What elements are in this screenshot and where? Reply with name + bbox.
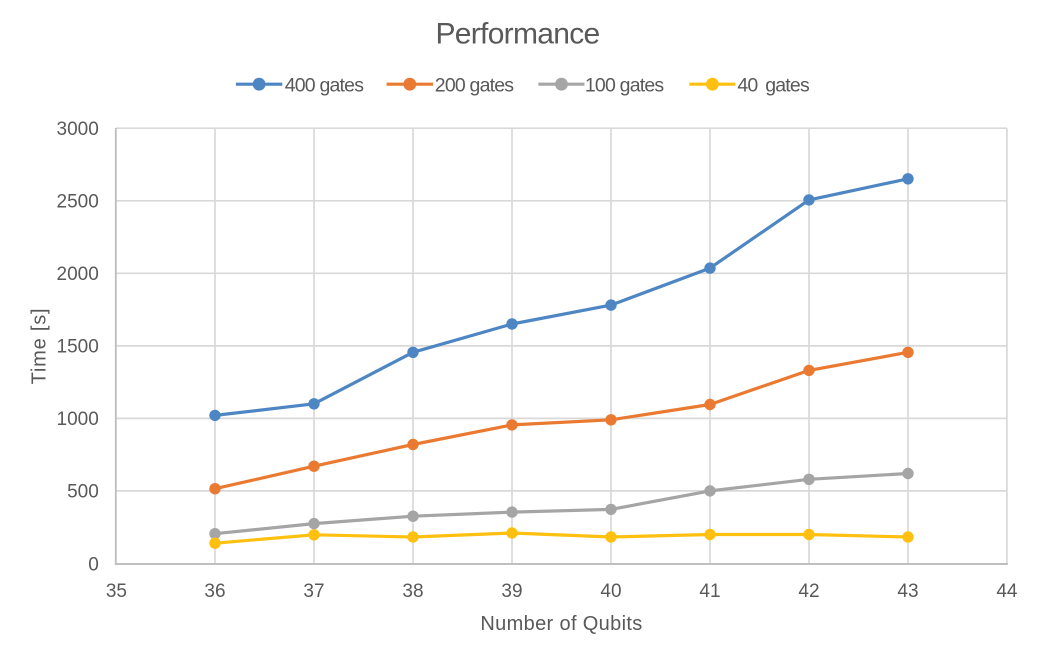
svg-text:Number of Qubits: Number of Qubits	[480, 613, 642, 635]
svg-text:3000: 3000	[57, 119, 99, 140]
svg-text:35: 35	[106, 581, 127, 602]
svg-text:Performance: Performance	[435, 18, 599, 51]
svg-text:40: 40	[600, 581, 621, 602]
svg-text:43: 43	[897, 581, 918, 602]
svg-text:2500: 2500	[57, 192, 99, 213]
svg-text:0: 0	[88, 554, 99, 575]
svg-text:2000: 2000	[57, 264, 99, 285]
svg-text:36: 36	[204, 581, 225, 602]
svg-text:39: 39	[501, 581, 522, 602]
svg-text:200 gates: 200 gates	[435, 74, 515, 96]
svg-text:100 gates: 100 gates	[585, 74, 665, 96]
svg-text:500: 500	[67, 482, 99, 503]
svg-text:37: 37	[303, 581, 324, 602]
svg-text:400 gates: 400 gates	[285, 74, 365, 96]
svg-text:40 gates: 40 gates	[737, 74, 810, 96]
svg-text:38: 38	[402, 581, 423, 602]
svg-text:44: 44	[996, 581, 1018, 602]
svg-text:1000: 1000	[57, 409, 99, 430]
svg-text:42: 42	[798, 581, 819, 602]
svg-text:Time [s]: Time [s]	[28, 308, 50, 385]
svg-text:41: 41	[699, 581, 720, 602]
svg-text:1500: 1500	[57, 337, 99, 358]
